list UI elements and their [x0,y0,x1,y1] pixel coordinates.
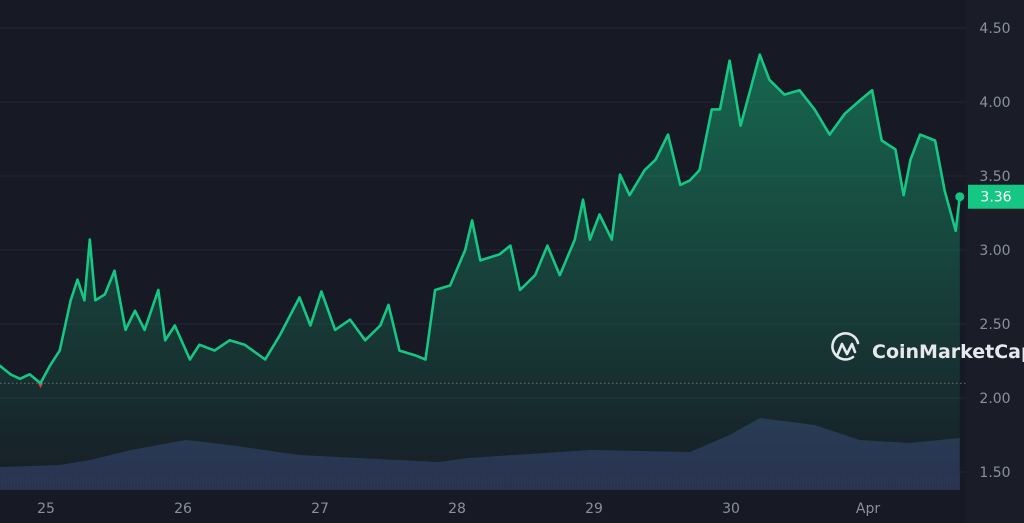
y-tick-label: 3.50 [979,169,1010,185]
x-tick-label: 30 [722,501,740,517]
coinmarketcap-logo: CoinMarketCap [831,332,1024,363]
y-tick-label: 2.50 [979,317,1010,333]
y-axis-background [966,0,1024,523]
brand-name: CoinMarketCap [872,341,1024,363]
y-axis: 1.50 2.00 2.50 3.00 3.50 4.00 4.50 [979,21,1010,481]
y-tick-label: 4.50 [979,21,1010,37]
x-axis: 25 26 27 28 29 30 Apr [37,501,880,517]
last-price-badge: 3.36 [968,184,1024,209]
price-below-reference [38,383,44,389]
coinmarketcap-logo-icon [831,332,860,361]
y-tick-label: 2.00 [979,391,1010,407]
x-tick-label: 29 [585,501,603,517]
x-tick-label: 28 [448,501,466,517]
x-tick-label: 25 [37,501,55,517]
price-area [0,54,960,490]
y-tick-label: 4.00 [979,95,1010,111]
x-tick-label: 27 [311,501,329,517]
last-price-marker [955,192,965,202]
y-tick-label: 1.50 [979,465,1010,481]
last-price-box [968,184,1024,209]
x-tick-label: 26 [174,501,192,517]
last-price-label: 3.36 [980,190,1011,206]
x-tick-label: Apr [856,501,880,517]
y-tick-label: 3.00 [979,243,1010,259]
price-line [0,53,962,385]
